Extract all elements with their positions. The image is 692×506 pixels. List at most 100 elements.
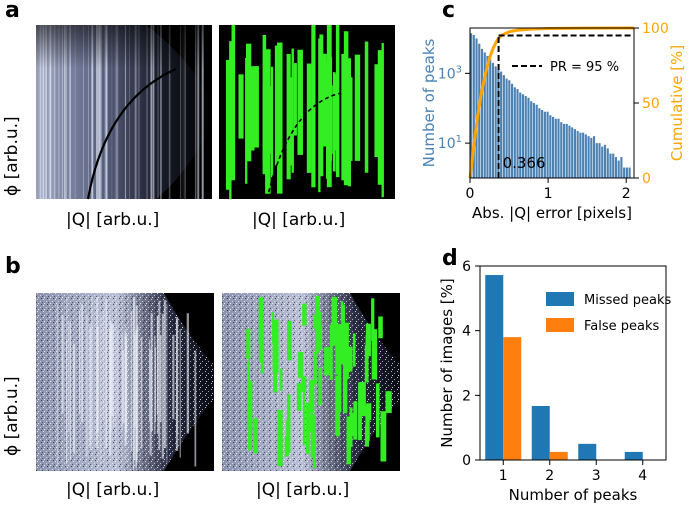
- histogram-bar: [560, 122, 563, 178]
- peak-mask-bar: [353, 401, 358, 440]
- peak-mask-bar: [250, 66, 255, 151]
- peak-mask-bar: [351, 412, 356, 437]
- histogram-bar: [508, 80, 511, 178]
- x-axis-label: Abs. |Q| error [pixels]: [472, 204, 632, 222]
- histogram-bar: [505, 78, 508, 178]
- histogram-bar: [584, 134, 587, 178]
- peak-mask-bar: [277, 42, 283, 194]
- panel-b-x-label-left: |Q| [arb.u.]: [66, 480, 160, 500]
- peak-mask-bar: [374, 64, 379, 157]
- y-tick-label: 0: [462, 453, 471, 469]
- peak-mask-bar: [359, 382, 366, 417]
- peak-mask-bar: [258, 312, 263, 363]
- histogram-bar: [516, 89, 519, 178]
- peak-mask-bar: [318, 38, 321, 193]
- peak-mask-bar: [306, 63, 312, 173]
- histogram-bar: [486, 55, 489, 178]
- peak-mask-bar: [308, 379, 315, 414]
- histogram-bar: [568, 125, 571, 178]
- peak-mask-bar: [253, 66, 259, 148]
- peak-mask-bar: [364, 345, 369, 383]
- y2-tick-label: 0: [642, 171, 651, 187]
- histogram-bar: [470, 33, 473, 178]
- legend-label: Missed peaks: [584, 293, 672, 308]
- histogram-bar: [502, 75, 505, 178]
- histogram-bar: [524, 96, 527, 178]
- histogram-bar: [538, 108, 541, 178]
- peak-mask-bar: [324, 347, 330, 376]
- peak-mask-bar: [335, 324, 342, 375]
- y-axis-label: Number of images [%]: [438, 278, 456, 448]
- x-tick-label: 2: [545, 468, 554, 484]
- peak-mask-bar: [278, 428, 281, 466]
- peak-mask-bar: [381, 43, 384, 198]
- peak-mask-bar: [287, 394, 291, 454]
- peak-mask-bar: [247, 360, 251, 388]
- chart-c-error-histogram: PR = 95 % 0.366 0 1 2 101 103 0 50 100 Abs. |Q| er…: [420, 21, 686, 222]
- histogram-bar: [494, 66, 497, 178]
- histogram-bar: [546, 111, 549, 178]
- histogram-bar: [603, 144, 607, 178]
- histogram-bar: [620, 157, 623, 178]
- x-tick-label: 0: [466, 186, 475, 202]
- peak-mask-bar: [225, 59, 230, 190]
- x-tick-label: 3: [592, 468, 601, 484]
- peak-mask-bar: [284, 436, 289, 457]
- peak-mask-bar: [296, 383, 302, 411]
- histogram-bar: [582, 132, 585, 178]
- panel-b-y-label: ϕ [arb.u.]: [2, 376, 22, 456]
- panel-letter-c: c: [442, 0, 456, 23]
- histogram-bar: [500, 71, 503, 178]
- peak-mask-bar: [265, 86, 272, 154]
- bar-missed-4: [624, 451, 643, 460]
- histogram-bar: [472, 34, 475, 178]
- peak-mask-bar: [364, 41, 369, 173]
- peak-mask-bar: [298, 351, 304, 379]
- peak-mask-bar: [332, 72, 336, 172]
- peak-mask-bar: [246, 328, 251, 360]
- peak-mask-bar: [313, 351, 317, 385]
- peak-mask-bar: [238, 74, 244, 139]
- histogram-bar: [562, 123, 566, 178]
- x-tick-label: 4: [638, 468, 647, 484]
- x-tick-label: 2: [622, 186, 631, 202]
- bar-missed-2: [531, 406, 550, 460]
- peak-mask-bar: [371, 339, 375, 366]
- histogram-bar: [590, 137, 593, 178]
- peak-mask-bar: [321, 53, 327, 147]
- x-tick-label: 1: [499, 468, 508, 484]
- peak-mask-bar: [272, 319, 279, 373]
- panel-a-y-label: ϕ [arb.u.]: [2, 116, 22, 196]
- plot-frame: [479, 265, 667, 461]
- x-axis-label: Number of peaks: [509, 486, 638, 504]
- bar-missed-3: [578, 443, 597, 460]
- panel-b-x-label-right: |Q| [arb.u.]: [256, 480, 350, 500]
- histogram-bar: [530, 101, 533, 178]
- peak-mask-bar: [371, 329, 378, 380]
- peak-mask-bar: [385, 391, 392, 413]
- peak-mask-bar: [302, 386, 306, 446]
- peak-mask-bar: [319, 34, 324, 177]
- peak-mask-bar: [329, 85, 333, 155]
- histogram-bar: [541, 109, 544, 178]
- peak-mask-bar: [291, 48, 294, 173]
- bar-false-1: [503, 337, 522, 460]
- histogram-bar: [576, 130, 579, 178]
- histogram-bar: [614, 157, 617, 178]
- histogram-bar: [511, 83, 514, 178]
- y-tick-label: 4: [462, 324, 471, 340]
- histogram-bar: [587, 136, 590, 178]
- peak-mask-bar: [329, 324, 333, 381]
- legend-swatch: [546, 318, 574, 332]
- bar-missed-1: [485, 275, 504, 460]
- peak-mask-bar: [375, 383, 380, 438]
- peak-mask-bar: [366, 403, 372, 421]
- pr-legend-text: PR = 95 %: [550, 60, 619, 75]
- x-tick-label: 1: [544, 186, 553, 202]
- panel-a-detector-image: [36, 25, 212, 200]
- peak-mask-bar: [318, 312, 322, 338]
- panel-a-x-label-right: |Q| [arb.u.]: [252, 210, 346, 230]
- peak-mask-bar: [270, 66, 274, 178]
- peak-mask-bar: [245, 43, 252, 162]
- peak-mask-bar: [346, 346, 353, 372]
